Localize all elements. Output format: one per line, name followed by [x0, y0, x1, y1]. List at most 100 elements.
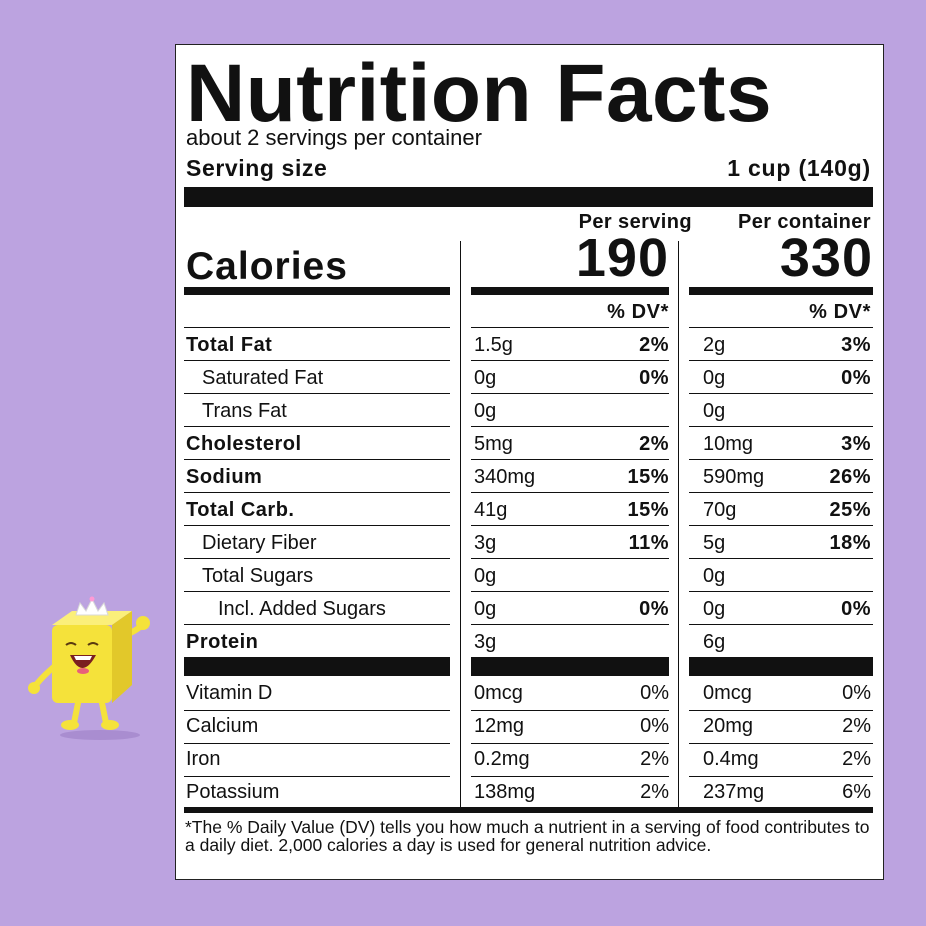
column-divider-left — [460, 241, 461, 807]
nutrient-name: Protein — [186, 631, 259, 653]
dv-header-container: % DV* — [809, 301, 871, 323]
thick-rule-mid-serving — [471, 657, 669, 676]
container-dv: 0% — [842, 682, 871, 704]
vitamin-name: Vitamin D — [186, 682, 273, 704]
row-rule — [471, 393, 669, 394]
vitamin-name: Calcium — [186, 715, 259, 737]
nutrient-name: Cholesterol — [186, 433, 302, 455]
row-rule — [471, 776, 669, 777]
row-rule — [689, 743, 873, 744]
container-amount: 70g — [703, 499, 737, 521]
serving-dv: 15% — [627, 499, 669, 521]
row-rule — [689, 624, 873, 625]
row-rule — [471, 558, 669, 559]
container-dv: 3% — [841, 334, 871, 356]
column-divider-right — [678, 241, 679, 807]
serving-dv: 2% — [639, 433, 669, 455]
dv-header-serving: % DV* — [607, 301, 669, 323]
container-amount: 20mg — [703, 715, 754, 737]
container-amount: 5g — [703, 532, 726, 554]
footnote: *The % Daily Value (DV) tells you how mu… — [185, 817, 870, 855]
container-dv: 0% — [841, 598, 871, 620]
per-container-heading: Per container — [737, 211, 871, 233]
container-amount: 0g — [703, 565, 726, 587]
label-title: Nutrition Facts — [186, 48, 773, 139]
serving-amount: 340mg — [474, 466, 536, 488]
thick-rule-top — [184, 187, 873, 207]
serving-amount: 1.5g — [474, 334, 513, 356]
serving-amount: 3g — [474, 631, 497, 653]
container-amount: 0g — [703, 367, 726, 389]
row-rule — [184, 624, 450, 625]
vitamin-name: Iron — [186, 748, 221, 770]
serving-amount: 5mg — [474, 433, 513, 455]
calories-rule-label — [184, 287, 450, 295]
container-amount: 0g — [703, 598, 726, 620]
row-rule — [471, 360, 669, 361]
row-rule — [471, 710, 669, 711]
row-rule — [184, 776, 450, 777]
serving-amount: 41g — [474, 499, 508, 521]
nutrient-name: Saturated Fat — [202, 367, 324, 389]
row-rule — [689, 558, 873, 559]
serving-size-label: Serving size — [186, 155, 328, 181]
container-amount: 0mcg — [703, 682, 752, 704]
calories-rule-serving — [471, 287, 669, 295]
serving-amount: 0.2mg — [474, 748, 530, 770]
container-dv: 6% — [842, 781, 871, 803]
per-serving-heading: Per serving — [578, 211, 692, 233]
container-dv: 0% — [841, 367, 871, 389]
container-amount: 2g — [703, 334, 726, 356]
container-dv: 2% — [842, 748, 871, 770]
serving-amount: 3g — [474, 532, 497, 554]
row-rule — [689, 591, 873, 592]
calories-label: Calories — [186, 245, 348, 288]
container-amount: 237mg — [703, 781, 765, 803]
row-rule — [184, 360, 450, 361]
row-rule — [184, 327, 450, 328]
row-rule — [471, 743, 669, 744]
calories-per-container: 330 — [779, 228, 873, 288]
calories-per-serving: 190 — [575, 228, 669, 288]
row-rule — [471, 459, 669, 460]
nutrition-label: Nutrition Facts about 2 servings per con… — [175, 44, 884, 880]
row-rule — [184, 525, 450, 526]
row-rule — [689, 393, 873, 394]
container-dv: 3% — [841, 433, 871, 455]
row-rule — [184, 710, 450, 711]
nutrient-name: Total Carb. — [186, 499, 295, 521]
row-rule — [471, 624, 669, 625]
container-amount: 10mg — [703, 433, 754, 455]
serving-dv: 0% — [640, 715, 669, 737]
serving-dv: 0% — [639, 367, 669, 389]
nutrient-name: Trans Fat — [202, 400, 287, 422]
serving-dv: 0% — [639, 598, 669, 620]
thick-rule-mid-container — [689, 657, 873, 676]
serving-amount: 0g — [474, 598, 497, 620]
serving-amount: 12mg — [474, 715, 525, 737]
row-rule — [471, 492, 669, 493]
row-rule — [689, 710, 873, 711]
row-rule — [689, 327, 873, 328]
row-rule — [184, 591, 450, 592]
thick-rule-mid-label — [184, 657, 450, 676]
row-rule — [689, 426, 873, 427]
row-rule — [689, 360, 873, 361]
row-rule — [184, 492, 450, 493]
calories-rule-container — [689, 287, 873, 295]
container-dv: 2% — [842, 715, 871, 737]
serving-size-value: 1 cup (140g) — [727, 155, 871, 181]
serving-amount: 138mg — [474, 781, 536, 803]
bottom-rule — [184, 807, 873, 813]
serving-dv: 2% — [640, 781, 669, 803]
nutrient-name: Incl. Added Sugars — [218, 598, 386, 620]
row-rule — [471, 591, 669, 592]
container-amount: 6g — [703, 631, 726, 653]
row-rule — [184, 459, 450, 460]
container-amount: 0.4mg — [703, 748, 759, 770]
row-rule — [184, 426, 450, 427]
container-dv: 25% — [829, 499, 871, 521]
serving-dv: 15% — [627, 466, 669, 488]
butter-mascot-icon — [28, 596, 150, 740]
serving-dv: 2% — [640, 748, 669, 770]
